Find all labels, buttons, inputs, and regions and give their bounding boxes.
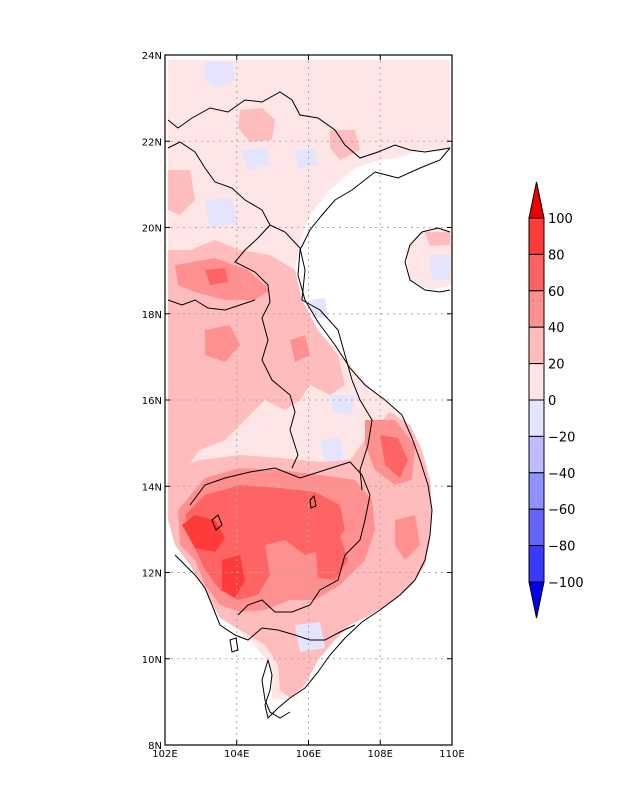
colorbar-label: −20 [548, 430, 575, 445]
border-cambodia [189, 461, 371, 616]
field-60-80-east [315, 535, 348, 580]
field-neg-a [205, 62, 235, 88]
lon-tick-label: 108E [368, 749, 393, 760]
lat-tick-label: 20N [142, 224, 162, 235]
lat-tick-label: 16N [142, 396, 162, 407]
field-20-40-north [238, 108, 275, 142]
colorbar-label: 60 [548, 285, 565, 300]
colorbar-bottom-arrow [528, 581, 545, 619]
field-40-60-b [205, 325, 240, 362]
axes: 102E 104E 106E 108E 110E 8N 10N 12N 14N 16N 18N 20N… [142, 51, 465, 760]
colorbar: 100 80 60 40 20 0 −20 −40 −60 −80 −100 [528, 181, 584, 619]
field-20-40-nw [168, 170, 195, 215]
colorbar-segment [528, 290, 545, 328]
colorbar-label: 80 [548, 248, 565, 263]
lat-tick-label: 22N [142, 137, 162, 148]
lon-tick-label: 106E [296, 749, 321, 760]
island-2 [229, 637, 239, 653]
coast-vietnam [264, 147, 451, 719]
lat-tick-label: 18N [142, 310, 162, 321]
colorbar-segment [528, 253, 545, 292]
lat-tick-label: 24N [142, 51, 162, 62]
boundaries [167, 91, 451, 719]
field-neg-f [295, 622, 325, 652]
colorbar-segment [528, 326, 545, 365]
coast-hainan [404, 227, 451, 293]
colorbar-label: 100 [548, 212, 573, 227]
field-20-40-west [168, 240, 345, 470]
field-60-80-coast [380, 435, 408, 478]
colorbar-segment [528, 217, 545, 255]
coast-thai-gulf [174, 554, 356, 641]
border-laos-west [167, 141, 299, 469]
lon-tick-label: 110E [439, 749, 464, 760]
colorbar-segment [528, 545, 545, 583]
colorbar-label: −60 [548, 503, 575, 518]
lat-tick-label: 14N [142, 482, 162, 493]
field-neg-g [430, 255, 450, 280]
colorbar-label: 0 [548, 394, 556, 409]
colorbar-segment [528, 508, 545, 547]
lat-tick-label: 8N [148, 741, 162, 752]
field-neg-c [205, 198, 238, 228]
colorbar-segment [528, 435, 545, 474]
lon-tick-label: 102E [152, 749, 177, 760]
island-3 [309, 494, 317, 509]
colorbar-label: 40 [548, 321, 565, 336]
border-china [167, 91, 451, 159]
field-neg-b [240, 148, 270, 170]
colorbar-segment [528, 399, 545, 437]
field-neg-h [295, 148, 318, 168]
colorbar-segment [528, 472, 545, 510]
island-1 [211, 514, 223, 531]
colorbar-label: −40 [548, 467, 575, 482]
field-neg-e [330, 395, 355, 415]
field-neg-i [310, 298, 328, 318]
field-40-60-c [290, 335, 310, 362]
field-80-100-a [182, 515, 225, 552]
lat-tick-label: 10N [142, 655, 162, 666]
colorbar-label: 20 [548, 358, 565, 373]
lon-tick-label: 104E [224, 749, 249, 760]
gridlines [165, 55, 452, 745]
field-40-60-e [395, 515, 420, 560]
coast-camau [261, 659, 291, 719]
colorbar-top-arrow [528, 181, 545, 219]
colorbar-label: −100 [548, 576, 584, 591]
field-20-40-hainan [425, 232, 450, 246]
border-vn-laos [269, 224, 373, 491]
lat-tick-label: 12N [142, 569, 162, 580]
colorbar-label: −80 [548, 540, 575, 555]
colorbar-segment [528, 363, 545, 401]
field-neg-d [320, 438, 345, 462]
border-myanmar [167, 299, 256, 311]
field-60-80-north [205, 268, 228, 285]
field-80-100-b [222, 555, 245, 598]
